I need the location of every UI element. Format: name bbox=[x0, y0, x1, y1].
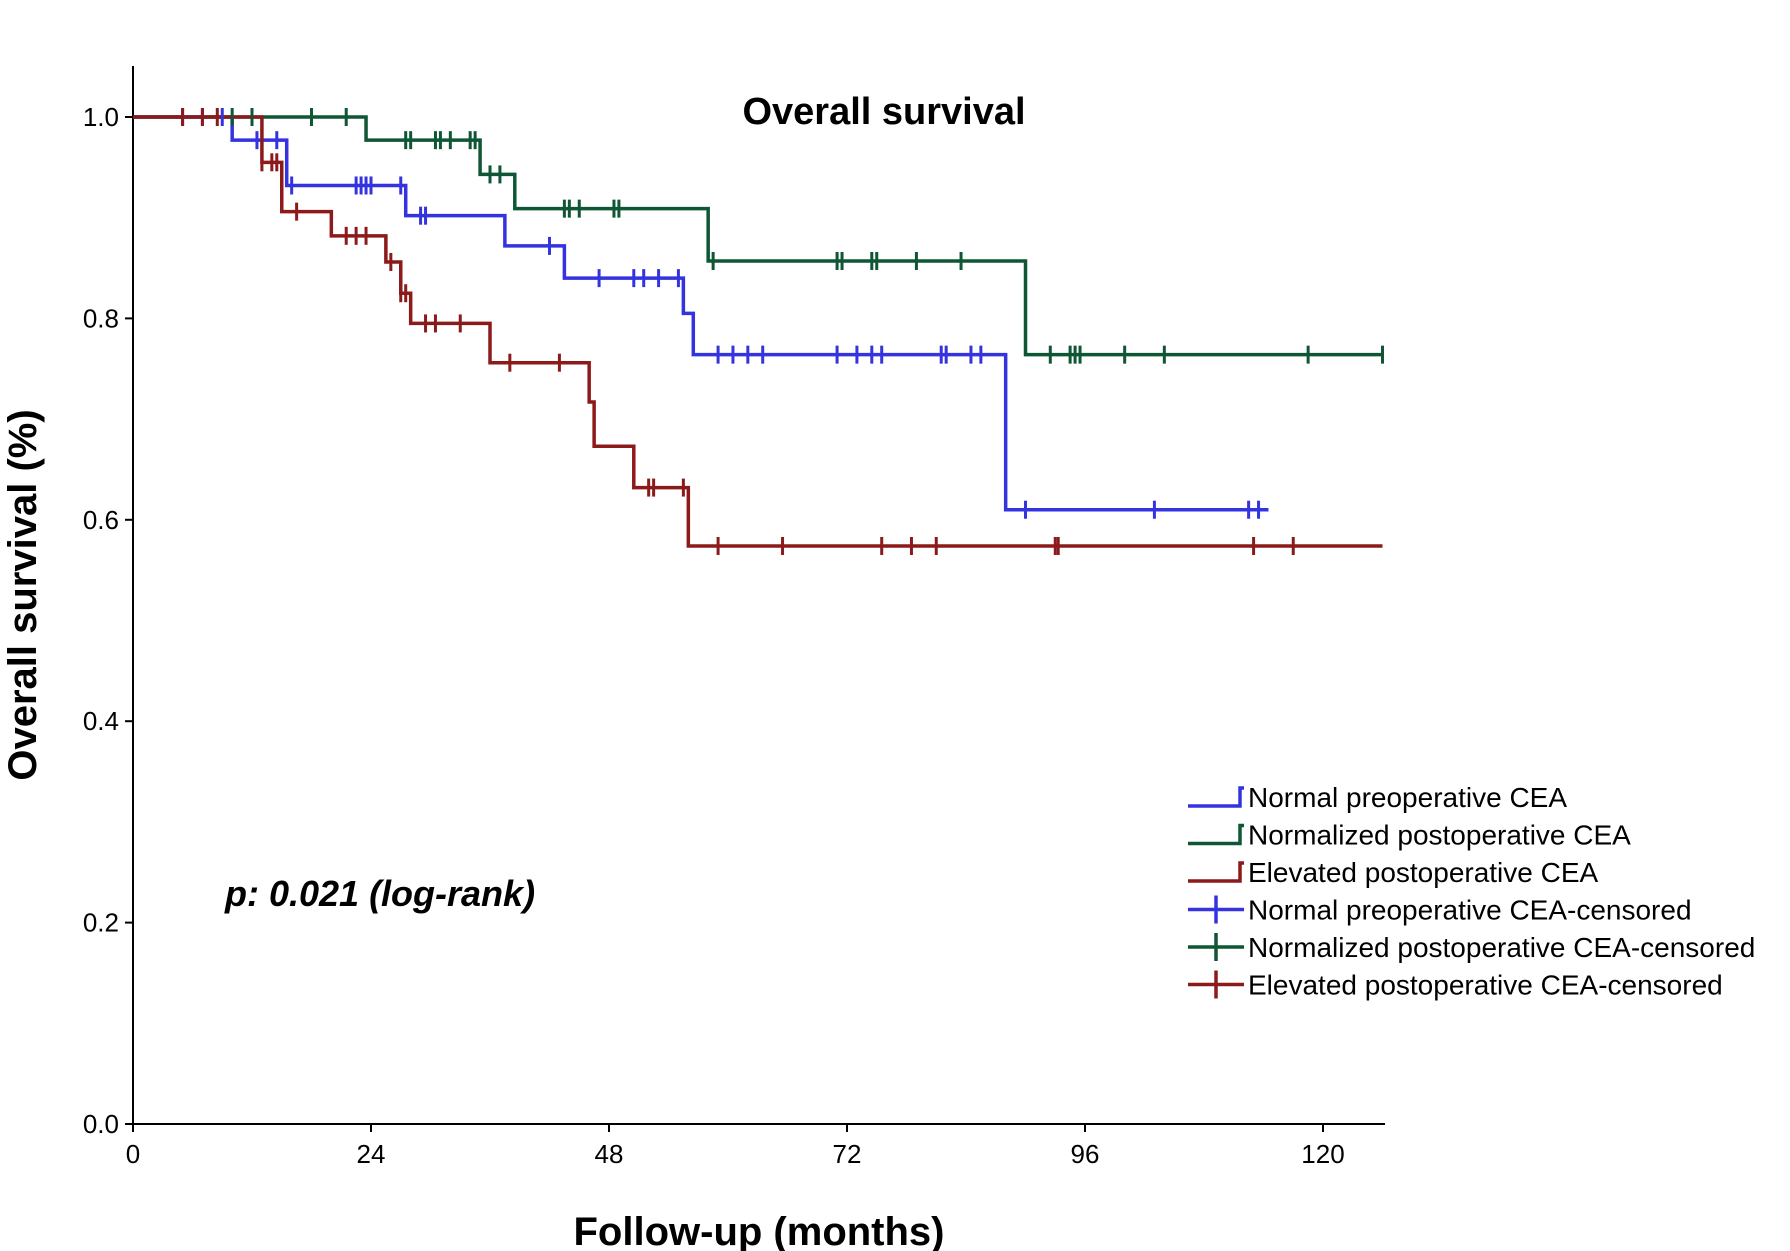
chart-title: Overall survival bbox=[742, 91, 1025, 133]
survival-curves bbox=[133, 115, 1383, 548]
legend-label: Normalized postoperative CEA bbox=[1248, 820, 1631, 851]
legend: Normal preoperative CEA Normalized postop… bbox=[1188, 782, 1755, 1001]
legend-swatch-line bbox=[1188, 786, 1244, 808]
x-tick-label: 96 bbox=[1071, 1139, 1100, 1169]
x-axis-title: Follow-up (months) bbox=[573, 1210, 944, 1251]
x-ticks: 0 24 48 72 96 120 bbox=[126, 1124, 1345, 1169]
x-tick-label: 120 bbox=[1301, 1139, 1344, 1169]
legend-label: Elevated postoperative CEA bbox=[1248, 857, 1599, 888]
legend-label: Normalized postoperative CEA-censored bbox=[1248, 932, 1755, 963]
y-axis-title: Overall survival (%) bbox=[1, 409, 45, 780]
y-tick-label: 0.2 bbox=[83, 908, 119, 938]
curve-normalized-postop bbox=[133, 115, 1383, 357]
y-tick-label: 0.8 bbox=[83, 303, 119, 333]
y-tick-label: 1.0 bbox=[83, 102, 119, 132]
y-ticks: 0.0 0.2 0.4 0.6 0.8 1.0 bbox=[83, 102, 133, 1139]
censor-marks bbox=[181, 108, 1384, 555]
legend-swatch-line bbox=[1188, 823, 1244, 846]
legend-label: Normal preoperative CEA-censored bbox=[1248, 895, 1692, 926]
y-tick-label: 0.6 bbox=[83, 505, 119, 535]
x-tick-label: 48 bbox=[595, 1139, 624, 1169]
x-tick-label: 0 bbox=[126, 1139, 140, 1169]
logrank-annotation: p: 0.021 (log-rank) bbox=[224, 873, 535, 914]
x-tick-label: 72 bbox=[833, 1139, 862, 1169]
y-tick-label: 0.4 bbox=[83, 706, 119, 736]
curve-elevated-postop bbox=[133, 115, 1383, 548]
legend-label: Elevated postoperative CEA-censored bbox=[1248, 970, 1723, 1001]
curve-normal-preop bbox=[133, 115, 1269, 512]
axes bbox=[132, 66, 1385, 1125]
x-tick-label: 24 bbox=[357, 1139, 386, 1169]
y-tick-label: 0.0 bbox=[83, 1109, 119, 1139]
legend-swatch-line bbox=[1188, 861, 1244, 883]
legend-label: Normal preoperative CEA bbox=[1248, 782, 1567, 813]
